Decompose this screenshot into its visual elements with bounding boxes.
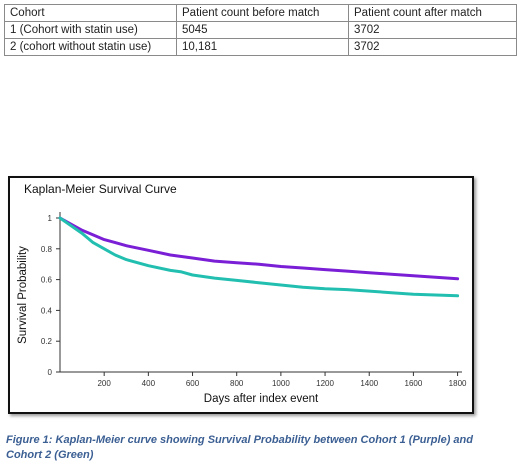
table-cell: 5045 [176, 21, 349, 39]
figure-caption: Figure 1: Kaplan-Meier curve showing Sur… [6, 434, 473, 461]
x-tick-label: 400 [142, 379, 156, 388]
x-tick-label: 1800 [449, 379, 467, 388]
table-cell: 2 (cohort without statin use) [4, 38, 177, 56]
header-cohort: Cohort [4, 4, 177, 22]
y-tick-label: 0.4 [41, 306, 53, 315]
x-tick-label: 1000 [272, 379, 290, 388]
x-tick-label: 200 [97, 379, 111, 388]
table-cell: 1 (Cohort with statin use) [4, 21, 177, 39]
x-axis-label: Days after index event [204, 393, 319, 405]
x-tick-label: 1200 [316, 379, 334, 388]
series-line-1 [58, 216, 460, 281]
km-chart: 200 400 600 800 1000 1200 1400 1600 1800 0 0.2 0.4 0… [17, 212, 467, 405]
y-tick-label: 0.6 [41, 276, 53, 285]
x-tick-label: 1600 [405, 379, 423, 388]
table-row: 2 (cohort without statin use) 10,181 370… [4, 38, 517, 56]
table-row: 1 (Cohort with statin use) 5045 3702 [4, 21, 517, 39]
table-cell: 10,181 [176, 38, 349, 56]
header-before-match: Patient count before match [176, 4, 349, 22]
chart-title: Kaplan-Meier Survival Curve [24, 182, 177, 196]
y-tick-label: 1 [48, 214, 53, 223]
y-axis-label: Survival Probability [17, 246, 29, 344]
table-cell: 3702 [348, 38, 517, 56]
header-after-match: Patient count after match [348, 4, 517, 22]
series-line-2 [58, 216, 460, 298]
x-tick-label: 600 [186, 379, 200, 388]
y-tick-label: 0.2 [41, 337, 53, 346]
x-tick-label: 1400 [360, 379, 378, 388]
y-tick-label: 0.8 [41, 245, 53, 254]
x-tick-label: 800 [230, 379, 244, 388]
chart-frame: 200 400 600 800 1000 1200 1400 1600 1800 0 0.2 0.4 0… [8, 176, 474, 414]
cohort-table: Cohort Patient count before match Patien… [4, 4, 517, 56]
table-header-row: Cohort Patient count before match Patien… [4, 4, 517, 22]
y-tick-label: 0 [48, 368, 53, 377]
table-cell: 3702 [348, 21, 517, 39]
